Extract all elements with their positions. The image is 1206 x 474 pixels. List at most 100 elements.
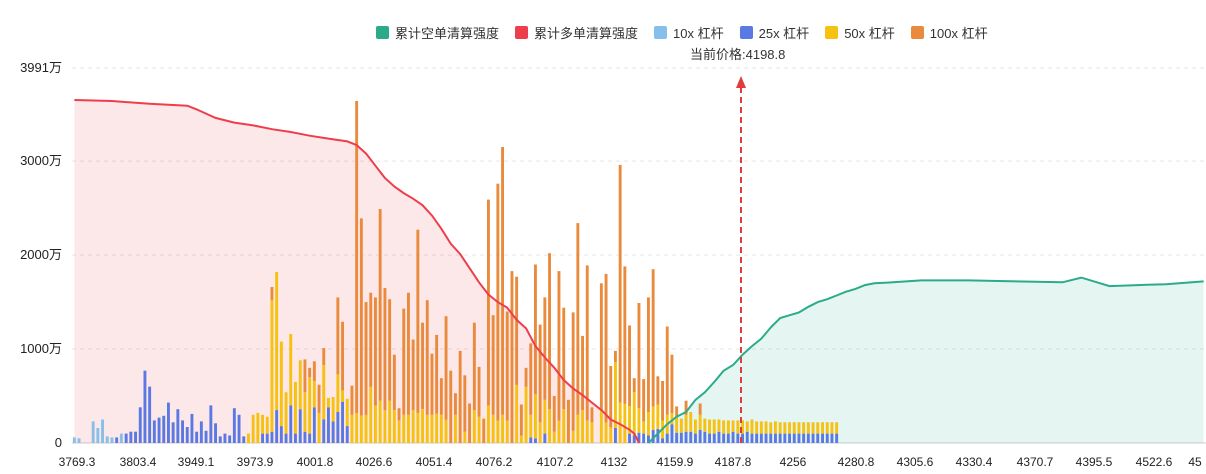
y-tick-label: 3991万 [20, 60, 62, 75]
bar-100x [388, 299, 392, 401]
bar-50x [388, 400, 392, 443]
legend-swatch [376, 25, 389, 39]
bar-100x [407, 292, 410, 415]
bar-25x [228, 435, 232, 443]
legend-item[interactable]: 累计空单清算强度 [376, 23, 499, 42]
bar-50x [416, 412, 420, 443]
bar-10x [110, 437, 114, 443]
bar-100x [637, 303, 641, 409]
bar-25x [712, 433, 716, 443]
bar-25x [124, 433, 128, 443]
bar-100x [618, 164, 622, 403]
bar-50x [439, 414, 443, 443]
legend: 累计空单清算强度 累计多单清算强度 10x 杠杆 25x 杠杆 50x 杠杆 100x 杠… [376, 22, 1004, 42]
bar-50x [411, 410, 415, 443]
bar-25x [769, 433, 773, 443]
bar-100x [359, 218, 363, 416]
bar-100x [322, 348, 326, 365]
short-cumulative-area [648, 277, 1204, 443]
bar-50x [491, 414, 495, 443]
bar-series [72, 101, 839, 443]
legend-swatch [654, 25, 668, 39]
bar-100x [684, 400, 688, 415]
bar-100x [308, 367, 312, 378]
x-tick-label: 4330.4 [956, 455, 993, 469]
bar-100x [270, 287, 274, 301]
bar-25x [265, 433, 269, 443]
bar-100x [487, 199, 490, 406]
bar-100x [534, 264, 537, 395]
cumulative-lines [74, 99, 1204, 444]
bar-50x [694, 419, 697, 434]
bar-50x [501, 414, 504, 443]
bar-50x [529, 414, 533, 438]
bar-50x [717, 419, 721, 432]
bar-10x [91, 421, 95, 443]
x-tick-label: 4051.4 [416, 455, 453, 469]
bar-25x [698, 429, 702, 443]
legend-swatch [739, 25, 753, 39]
bar-100x [519, 404, 523, 436]
bar-25x [336, 412, 340, 443]
bar-50x [378, 400, 382, 443]
x-tick-label: 4187.8 [715, 455, 752, 469]
bar-50x [374, 405, 377, 443]
bar-50x [524, 386, 528, 443]
bar-25x [261, 433, 264, 443]
legend-item[interactable]: 25x 杠杆 [739, 23, 809, 42]
bar-100x [472, 322, 476, 411]
bar-10x [101, 419, 104, 443]
bar-100x [383, 288, 387, 411]
bar-25x [279, 426, 283, 443]
bar-25x [661, 438, 664, 443]
bar-50x [251, 414, 255, 443]
bar-25x [176, 409, 180, 443]
bar-100x [524, 367, 528, 387]
bar-100x [468, 403, 471, 443]
bar-50x [703, 418, 707, 432]
legend-item[interactable]: 50x 杠杆 [825, 23, 895, 42]
bar-25x [642, 433, 646, 443]
x-tick-label: 4280.8 [838, 455, 875, 469]
bar-100x [454, 393, 457, 415]
bar-100x [543, 297, 547, 400]
bar-50x [651, 406, 655, 430]
bar-25x [232, 408, 236, 443]
bar-50x [806, 422, 810, 434]
bar-50x [421, 409, 424, 443]
bar-25x [134, 431, 137, 443]
bar-25x [778, 433, 782, 443]
x-tick-label: 4107.2 [537, 455, 574, 469]
bar-25x [223, 433, 227, 443]
bar-50x [407, 414, 410, 443]
bar-100x [670, 354, 674, 413]
bar-25x [331, 421, 335, 443]
legend-item[interactable]: 100x 杠杆 [910, 23, 988, 42]
bar-25x [298, 409, 302, 443]
bar-25x [783, 433, 787, 443]
bar-50x [576, 414, 580, 443]
x-tick-label: 4001.8 [297, 455, 334, 469]
bar-50x [308, 377, 312, 434]
bar-25x [745, 431, 749, 443]
bar-50x [599, 410, 603, 443]
legend-item[interactable]: 10x 杠杆 [654, 23, 724, 42]
x-tick-label: 4132 [601, 455, 628, 469]
bar-50x [265, 416, 269, 434]
bar-25x [345, 426, 349, 443]
bar-50x [289, 334, 293, 406]
bar-50x [562, 409, 566, 443]
bar-50x [745, 421, 749, 432]
legend-item[interactable]: 累计多单清算强度 [515, 23, 638, 42]
bar-50x [632, 392, 636, 436]
bar-25x [703, 431, 707, 443]
current-price-marker [736, 76, 746, 443]
bar-50x [331, 397, 335, 422]
bar-25x [312, 407, 316, 443]
bar-50x [618, 402, 622, 443]
bar-100x [421, 322, 424, 410]
bar-50x [505, 420, 509, 443]
bar-100x [609, 366, 613, 428]
x-axis: 3769.3 3803.4 3949.1 3973.9 4001.8 4026.6 4051… [59, 455, 1202, 469]
bar-50x [444, 419, 448, 443]
